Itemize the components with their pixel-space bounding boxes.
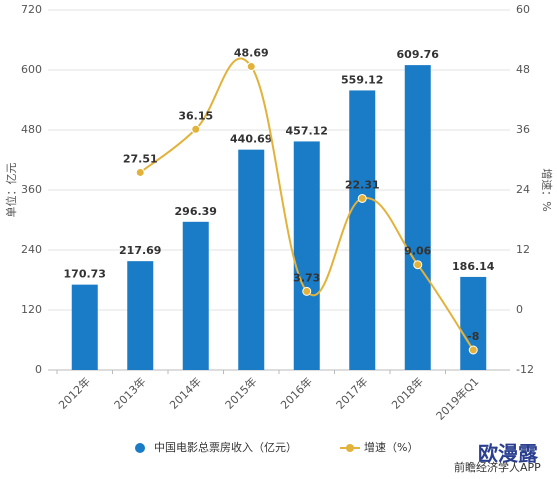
legend-marker [346,444,354,452]
line-value-label: 9.06 [404,245,431,258]
bar [404,65,431,371]
line-value-label: 36.15 [178,109,213,122]
legend-label: 中国电影总票房收入（亿元） [154,440,297,454]
bar [127,261,154,370]
y2-tick-label: 48 [516,63,530,76]
bar-value-label: 170.73 [64,268,106,281]
x-tick-label: 2013年 [111,374,148,411]
line-point [413,260,423,270]
y-tick-label: 360 [21,183,42,196]
x-tick-label: 2019年Q1 [433,374,482,423]
line-value-label: 27.51 [123,152,158,165]
bar [182,221,209,370]
bar-value-label: 440.69 [230,133,272,146]
y2-tick-label: 12 [516,243,530,256]
x-tick-label: 2018年 [389,374,426,411]
line-point [468,345,478,355]
y-tick-label: 120 [21,303,42,316]
line-value-label: 48.69 [234,47,269,60]
x-tick-label: 2016年 [278,374,315,411]
line-value-label: 22.31 [345,178,380,191]
y-axis-title: 单位：亿元 [4,163,18,218]
y-tick-label: 600 [21,63,42,76]
bar-value-label: 217.69 [119,244,161,257]
y2-axis-title: 增速：% [540,168,554,211]
x-tick-label: 2015年 [222,374,259,411]
watermark: 欧漫露 [478,442,539,466]
bar [238,149,265,370]
x-tick-label: 2014年 [167,374,204,411]
line-point [357,193,367,203]
bar [349,90,376,370]
x-tick-label: 2017年 [333,374,370,411]
y-tick-label: 240 [21,243,42,256]
y2-tick-label: 36 [516,123,530,136]
y-tick-label: 0 [35,363,42,376]
source: 前瞻经济学人APP [454,460,541,474]
legend-marker [135,443,145,453]
y2-tick-label: -12 [516,363,534,376]
bar-value-label: 186.14 [452,260,495,273]
line-value-label: 3.73 [293,271,320,284]
y2-tick-label: 24 [516,183,530,196]
line-point [302,286,312,296]
y2-tick-label: 0 [516,303,523,316]
bar-value-label: 609.76 [397,48,440,61]
y-tick-label: 480 [21,123,42,136]
x-tick-label: 2012年 [56,374,93,411]
line-value-label: -8 [467,330,479,343]
y-tick-label: 720 [21,3,42,16]
line-point [246,62,256,72]
bar [460,276,487,370]
bar [293,141,320,370]
bar-value-label: 457.12 [286,124,328,137]
bar-value-label: 296.39 [175,205,217,218]
bar-value-label: 559.12 [341,73,383,86]
legend-label: 增速（%） [364,440,418,454]
line-point [135,167,145,177]
y2-tick-label: 60 [516,3,530,16]
line-point [191,124,201,134]
bar [71,284,98,370]
